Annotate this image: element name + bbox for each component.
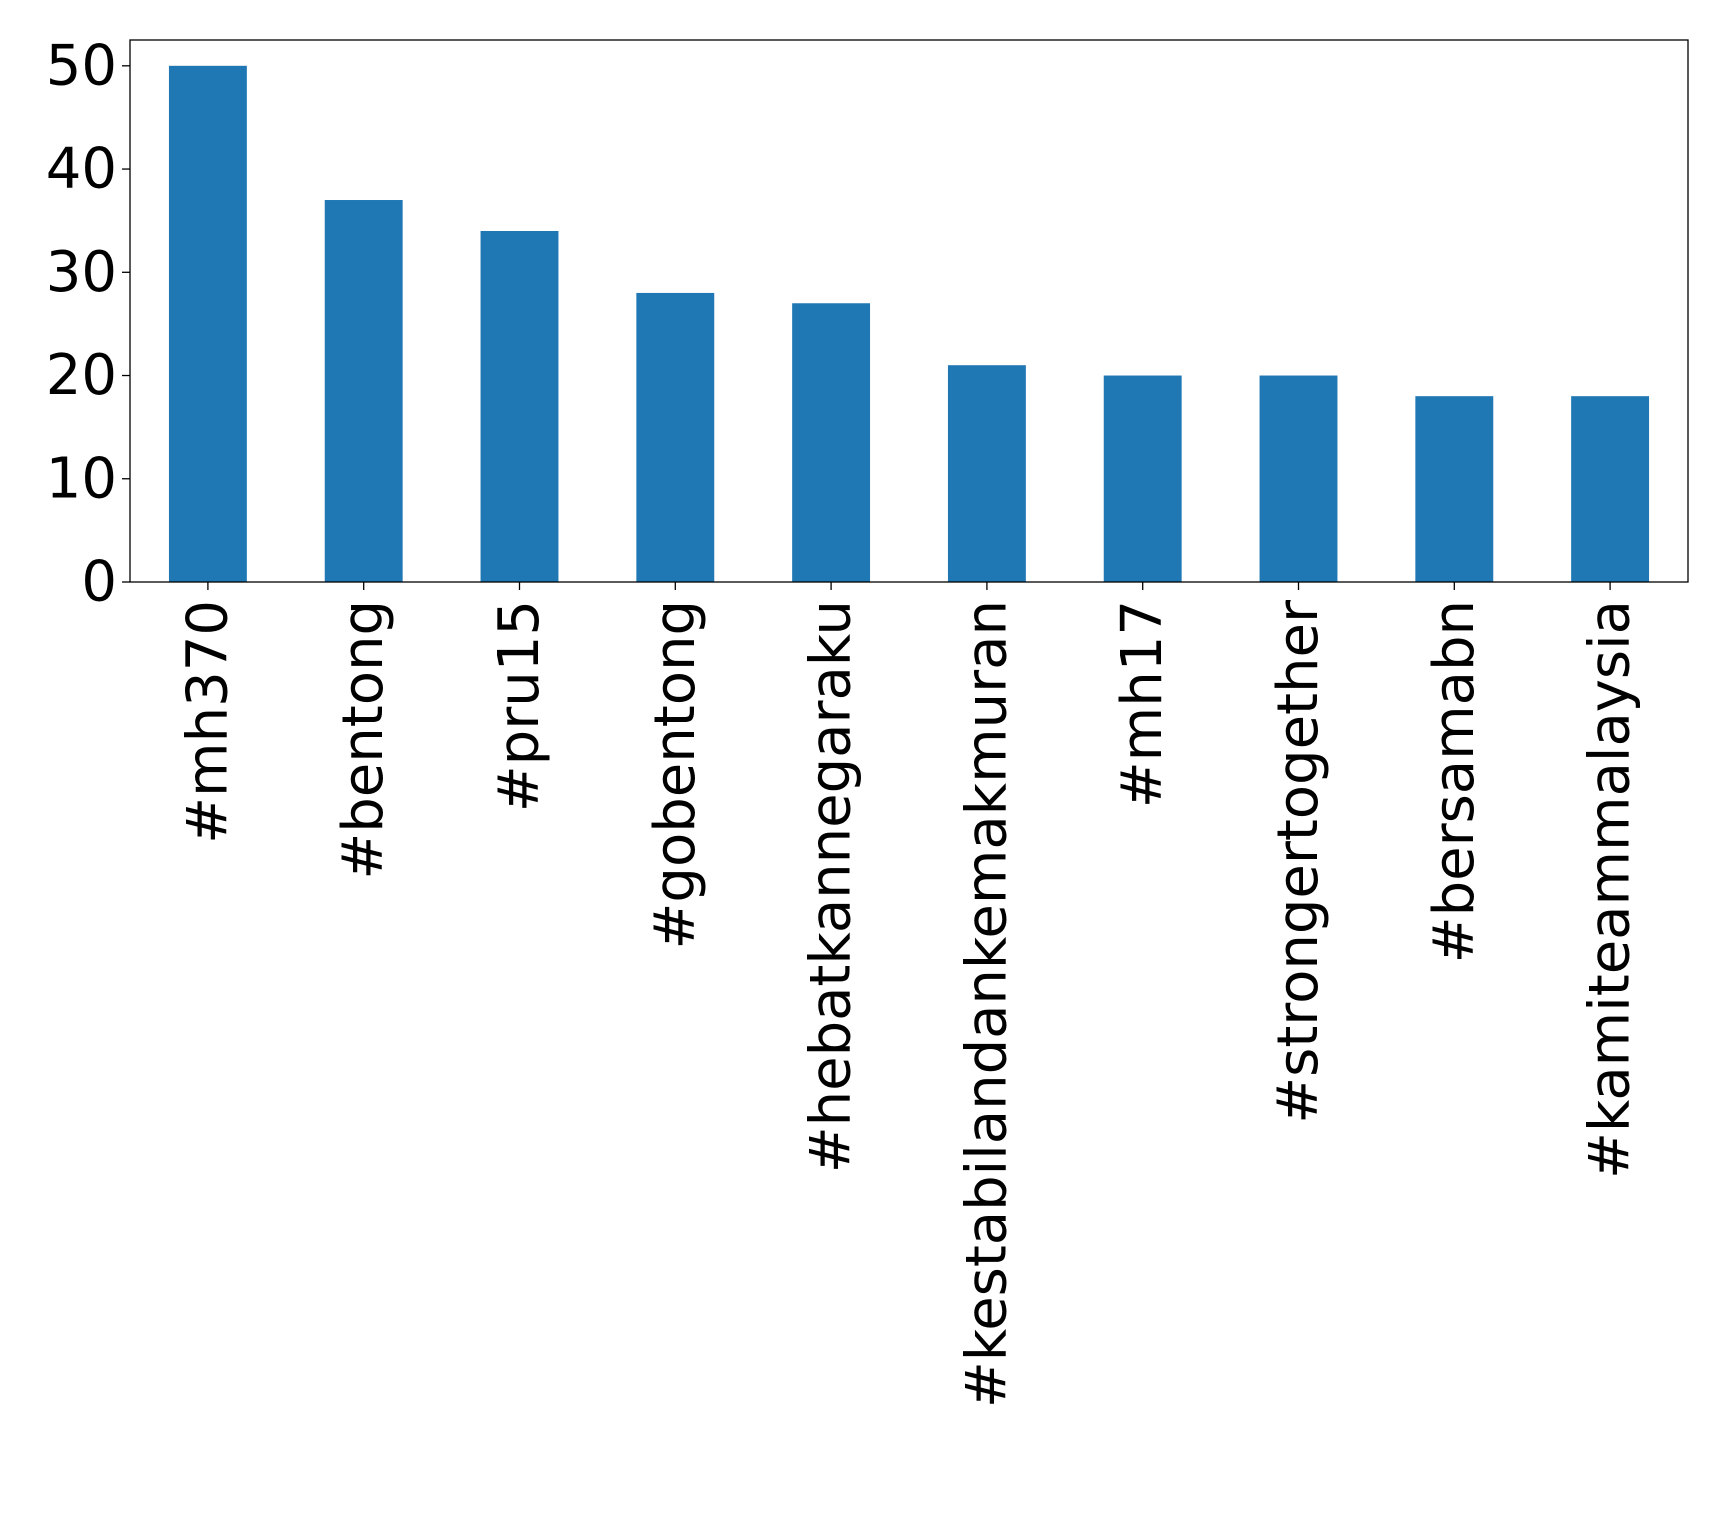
y-tick-label-0: 0 — [81, 550, 117, 615]
y-axis: 0 10 20 30 40 50 — [46, 33, 130, 615]
y-tick-label-1: 10 — [46, 446, 117, 511]
x-tick-label-9: #kamiteammalaysia — [1578, 600, 1643, 1179]
bar-2 — [480, 230, 559, 582]
bar-7 — [1259, 375, 1338, 582]
bar-5 — [947, 365, 1026, 582]
x-tick-label-6: #mh17 — [1110, 600, 1175, 808]
y-tick-label-5: 50 — [46, 33, 117, 98]
bars-layer — [168, 65, 1650, 583]
bar-6 — [1103, 375, 1182, 582]
y-tick-label-3: 30 — [46, 240, 117, 305]
bar-4 — [792, 303, 871, 582]
bar-8 — [1415, 396, 1494, 582]
x-axis: #mh370 #bentong #pru15 #gobentong #hebatkann… — [175, 582, 1643, 1408]
x-tick-label-8: #bersamabn — [1422, 600, 1487, 963]
x-tick-label-1: #bentong — [331, 600, 396, 880]
x-tick-label-5: #kestabilandankemakmuran — [954, 600, 1019, 1408]
bar-3 — [636, 292, 715, 582]
x-tick-label-2: #pru15 — [487, 600, 552, 812]
bar-1 — [324, 200, 403, 582]
plot-frame — [129, 39, 1689, 583]
y-tick-label-2: 20 — [46, 343, 117, 408]
y-tick-label-4: 40 — [46, 137, 117, 202]
x-tick-label-0: #mh370 — [175, 600, 240, 844]
x-tick-label-7: #strongertogether — [1266, 599, 1331, 1124]
x-tick-label-4: #hebatkannegaraku — [799, 600, 864, 1173]
bar-9 — [1571, 396, 1650, 582]
bar-0 — [168, 65, 247, 583]
x-tick-label-3: #gobentong — [643, 600, 708, 949]
